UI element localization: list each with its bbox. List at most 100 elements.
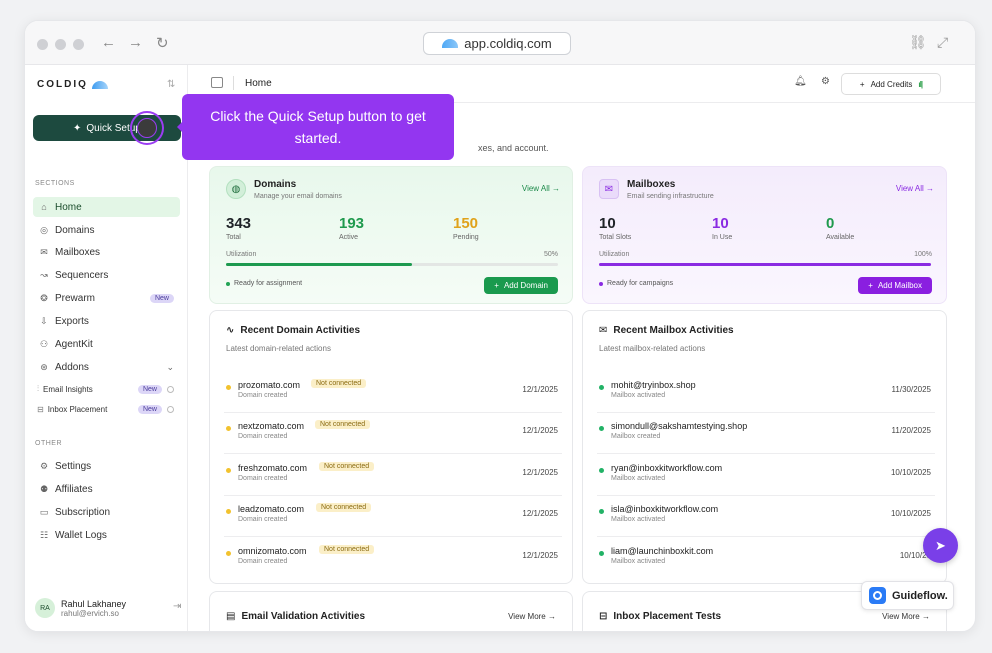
sidebar-item-exports[interactable]: ⇩ Exports: [33, 311, 180, 331]
card-icon: ▭: [39, 506, 49, 517]
activity-icon: ∿: [226, 325, 235, 336]
workspace-switch-icon[interactable]: ⇅: [167, 79, 176, 90]
plus-icon: +: [494, 281, 499, 290]
arrow-right-icon: →: [926, 184, 934, 193]
add-domain-label: Add Domain: [503, 281, 548, 290]
domain-name: leadzomato.com: [238, 504, 305, 514]
row-status: Mailbox activated: [611, 558, 666, 565]
mailbox-address: simondull@sakshamtestying.shop: [611, 421, 748, 431]
table-row[interactable]: nextzomato.com Not connected Domain crea…: [224, 414, 562, 454]
link-icon[interactable]: ⛓: [909, 34, 927, 50]
breadcrumb: Home: [245, 78, 272, 89]
sidebar-item-home[interactable]: ⌂ Home: [33, 197, 180, 217]
table-row[interactable]: omnizomato.com Not connected Domain crea…: [224, 539, 562, 579]
sidebar-item-mailboxes[interactable]: ✉ Mailboxes: [33, 242, 180, 262]
bell-icon[interactable]: 🔔︎: [794, 76, 807, 87]
back-icon[interactable]: ←: [101, 34, 116, 51]
stat-active-label: Active: [339, 234, 359, 241]
window-maximize-dot[interactable]: [73, 39, 84, 50]
user-profile[interactable]: RA Rahul Lakhaney rahul@ervich.so ⇥: [35, 593, 182, 623]
view-more-link[interactable]: View More →: [508, 612, 556, 621]
sidebar-item-wallet-logs[interactable]: ☷ Wallet Logs: [33, 525, 180, 545]
inbox-icon: ⊟: [599, 611, 608, 622]
row-date: 12/1/2025: [522, 426, 558, 435]
sidebar-item-affiliates[interactable]: ⚉ Affiliates: [33, 479, 180, 499]
mail-icon: ✉: [599, 179, 619, 199]
brand-logo[interactable]: COLDIQ: [37, 79, 108, 90]
users-icon: ⚉: [39, 483, 49, 494]
stat-total-label: Total: [226, 234, 241, 241]
sidebar-item-addons[interactable]: ⊛ Addons ⌄: [33, 357, 180, 377]
sidebar-item-domains[interactable]: ◎ Domains: [33, 220, 180, 240]
table-row[interactable]: prozomato.com Not connected Domain creat…: [224, 373, 562, 413]
toggle-circle-icon[interactable]: [167, 405, 174, 413]
url-text: app.coldiq.com: [464, 36, 552, 51]
utilization-fill: [599, 263, 931, 266]
card-title: Mailboxes: [627, 179, 676, 190]
stat-total-slots-label: Total Slots: [599, 234, 632, 241]
window-close-dot[interactable]: [37, 39, 48, 50]
forward-icon[interactable]: →: [128, 34, 143, 51]
sidebar-item-label: Subscription: [55, 506, 111, 518]
utilization-label: Utilization: [599, 251, 630, 258]
view-more-link[interactable]: View More →: [882, 612, 930, 621]
settings-gear-icon[interactable]: ⚙: [821, 76, 830, 87]
table-row[interactable]: isla@inboxkitworkflow.com Mailbox activa…: [597, 497, 935, 537]
view-more-label: View More: [882, 612, 920, 621]
table-row[interactable]: freshzomato.com Not connected Domain cre…: [224, 456, 562, 496]
site-logo-icon: [442, 39, 459, 48]
row-status: Mailbox activated: [611, 516, 666, 523]
wand-icon: ✦: [73, 122, 82, 134]
mail-icon: ✉: [599, 325, 608, 336]
mailbox-activities-panel: ✉ Recent Mailbox Activities Latest mailb…: [582, 310, 947, 584]
guideflow-badge[interactable]: Guideflow.: [861, 581, 954, 610]
domain-name: prozomato.com: [238, 380, 301, 390]
stat-pending-value: 150: [453, 215, 479, 232]
url-bar[interactable]: app.coldiq.com: [423, 32, 571, 55]
add-domain-button[interactable]: + Add Domain: [484, 277, 558, 294]
sidebar-item-label: Domains: [55, 224, 95, 236]
sidebar-item-agentkit[interactable]: ⚇ AgentKit: [33, 334, 180, 354]
table-row[interactable]: ryan@inboxkitworkflow.com Mailbox activa…: [597, 456, 935, 496]
sidebar-toggle-icon[interactable]: [211, 77, 223, 88]
sidebar-item-sequencers[interactable]: ↝ Sequencers: [33, 265, 180, 285]
expand-icon[interactable]: ⤢: [937, 34, 949, 50]
card-subtitle: Manage your email domains: [254, 193, 342, 200]
panel-title: ▤ Email Validation Activities: [226, 611, 365, 622]
reload-icon[interactable]: ↻: [156, 35, 169, 52]
sidebar-subitem-email-insights[interactable]: ⫶ Email Insights New: [37, 381, 180, 397]
chart-icon: ⫶: [37, 384, 39, 393]
row-date: 10/10/2025: [890, 509, 931, 518]
toggle-circle-icon[interactable]: [167, 385, 174, 393]
sections-label: SECTIONS: [35, 180, 75, 187]
sidebar-item-prewarm[interactable]: ❂ Prewarm New: [33, 288, 180, 308]
sidebar-subitem-inbox-placement[interactable]: ⊟ Inbox Placement New: [37, 401, 180, 417]
table-row[interactable]: mohit@tryinbox.shop Mailbox activated 11…: [597, 373, 935, 413]
chat-launcher-button[interactable]: ➤: [923, 528, 958, 563]
mailbox-address: ryan@inboxkitworkflow.com: [611, 463, 723, 473]
sidebar-item-label: Addons: [55, 361, 89, 373]
row-status: Domain created: [238, 516, 288, 523]
document-icon: ▤: [226, 611, 236, 622]
hotspot-dot[interactable]: [137, 118, 157, 138]
status-badge: Not connected: [315, 420, 371, 429]
view-all-link[interactable]: View All →: [522, 184, 560, 193]
card-title: Domains: [254, 179, 297, 190]
add-credits-button[interactable]: + Add Credits ıl|: [841, 73, 941, 95]
add-mailbox-button[interactable]: + Add Mailbox: [858, 277, 932, 294]
domains-card: ◍ Domains Manage your email domains View…: [209, 166, 573, 304]
utilization-bar: [226, 263, 558, 266]
sidebar-item-settings[interactable]: ⚙ Settings: [33, 456, 180, 476]
sequence-icon: ↝: [40, 269, 48, 280]
table-row[interactable]: liam@launchinboxkit.com Mailbox activate…: [597, 539, 935, 579]
sidebar-item-subscription[interactable]: ▭ Subscription: [33, 502, 180, 522]
table-row[interactable]: leadzomato.com Not connected Domain crea…: [224, 497, 562, 537]
window-minimize-dot[interactable]: [55, 39, 66, 50]
panel-title-text: Recent Mailbox Activities: [613, 325, 734, 336]
logout-icon[interactable]: ⇥: [173, 601, 182, 612]
chevron-down-icon[interactable]: ⌄: [166, 361, 174, 372]
utilization-percent: 50%: [543, 251, 558, 258]
domain-activities-panel: ∿ Recent Domain Activities Latest domain…: [209, 310, 573, 584]
table-row[interactable]: simondull@sakshamtestying.shop Mailbox c…: [597, 414, 935, 454]
view-all-link[interactable]: View All →: [896, 184, 934, 193]
